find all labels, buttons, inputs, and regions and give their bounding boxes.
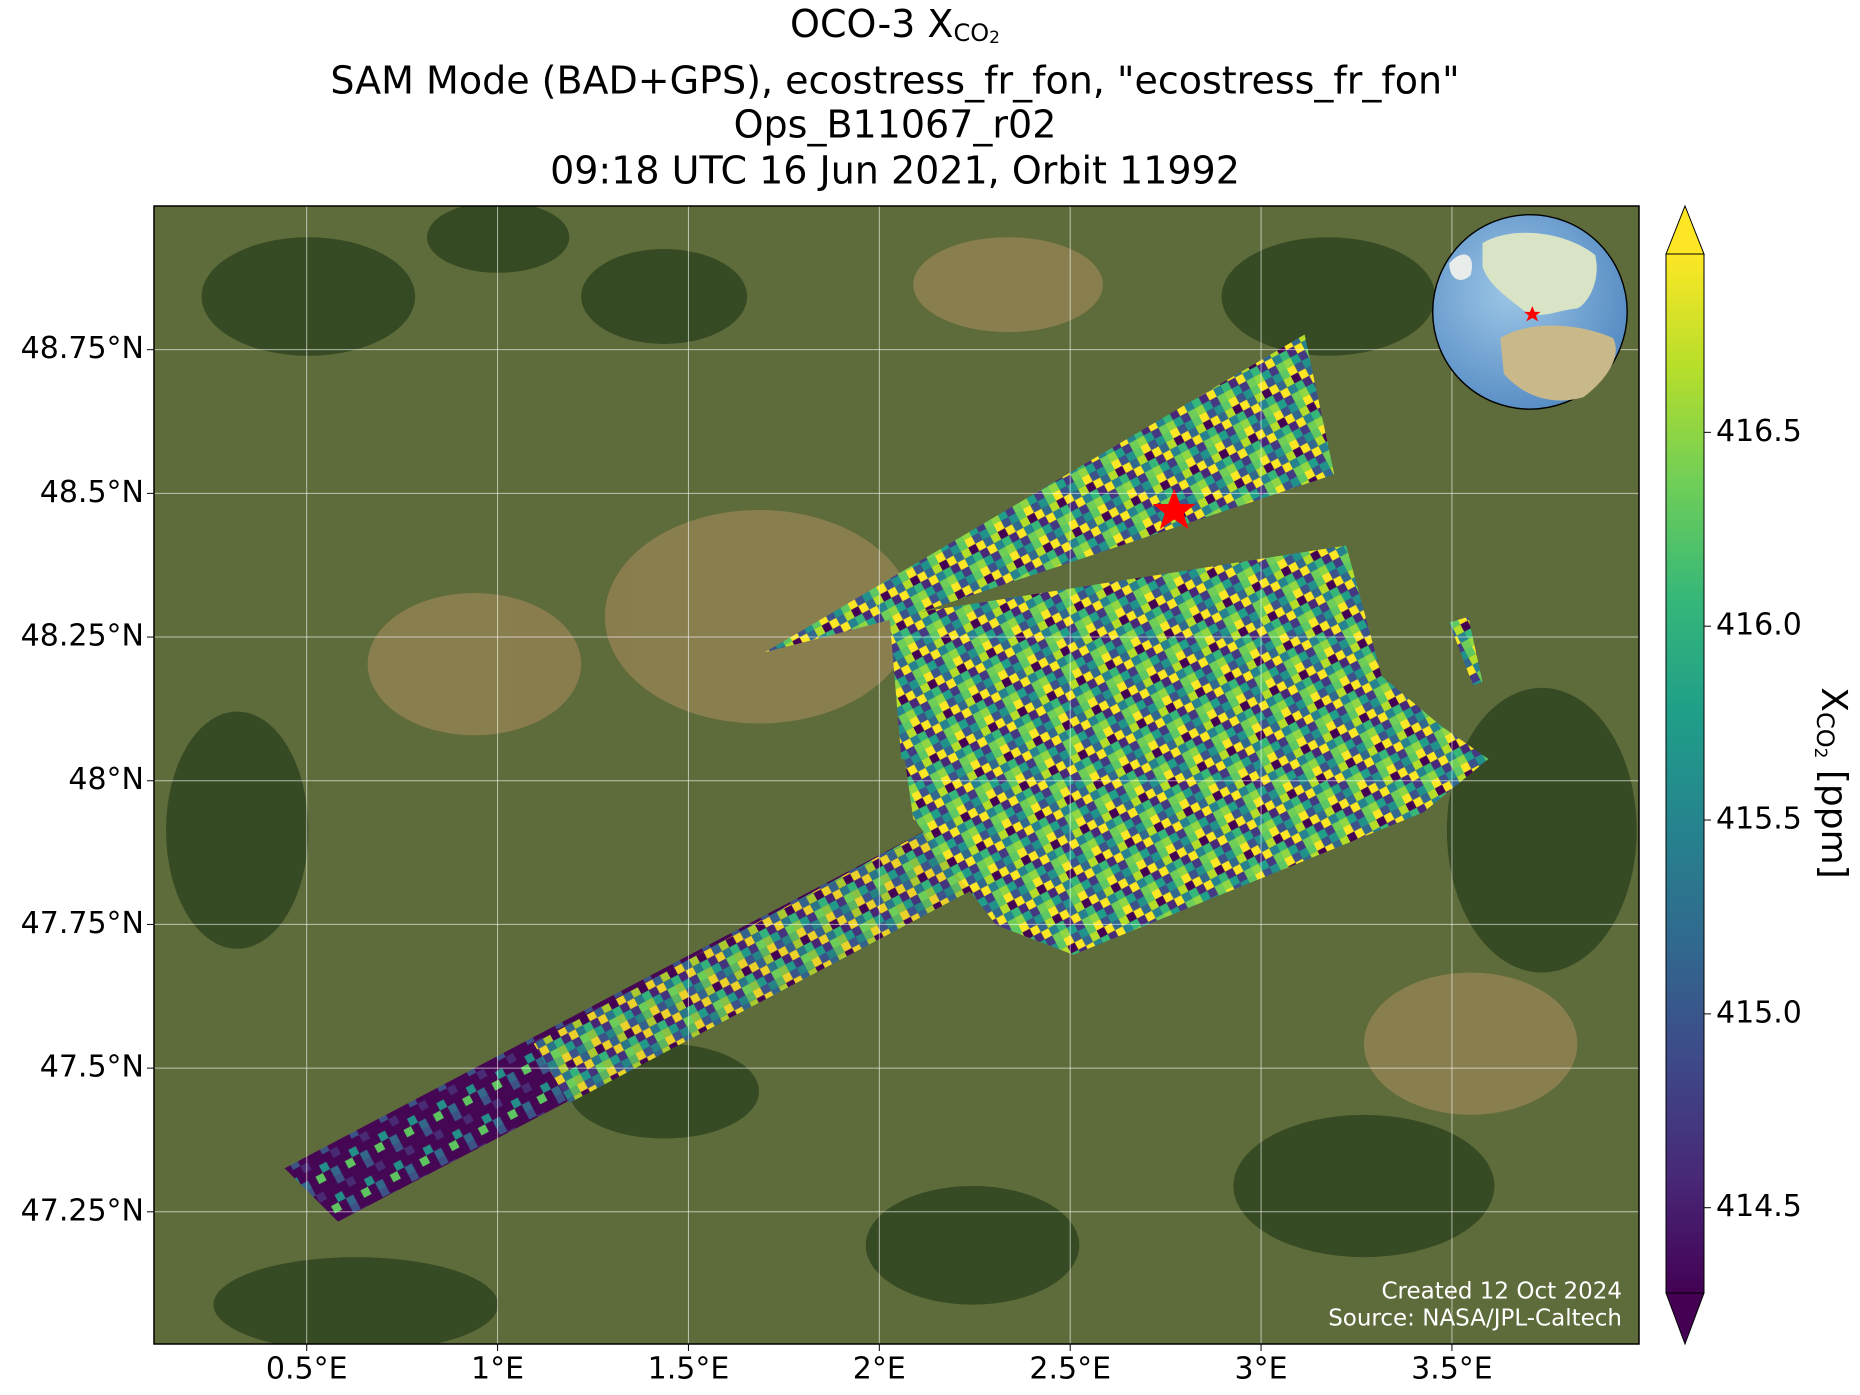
subtitle: SAM Mode (BAD+GPS), ecostress_fr_fon, "e… — [330, 59, 1459, 103]
y-tick-label: 48°N — [68, 762, 144, 797]
y-tick-label: 48.75°N — [21, 331, 144, 366]
subtitle: 09:18 UTC 16 Jun 2021, Orbit 11992 — [550, 149, 1240, 193]
colorbar-label-subscript-digit: 2 — [1810, 748, 1830, 759]
grid — [154, 206, 1639, 1344]
title-text: OCO-3 X — [790, 2, 953, 46]
x-tick-label: 1°E — [471, 1352, 524, 1387]
y-tick-label: 48.25°N — [21, 619, 144, 654]
colorbar-tick-label: 415.5 — [1716, 802, 1802, 837]
colorbar-tick-label: 414.5 — [1716, 1189, 1802, 1224]
site-marker — [1152, 488, 1196, 529]
x-tick-label: 3°E — [1235, 1352, 1288, 1387]
map-frame — [153, 205, 1640, 1345]
colorbar-extend-top — [1665, 204, 1705, 255]
chart-title: OCO-3 XCO2 — [790, 2, 1000, 49]
colorbar-label-text: X — [1813, 687, 1854, 712]
colorbar-extend-bottom — [1665, 1292, 1705, 1346]
y-tick-label: 47.25°N — [21, 1193, 144, 1228]
y-tick-label: 47.75°N — [21, 906, 144, 941]
y-tick-label: 48.5°N — [40, 475, 144, 510]
y-tick-label: 47.5°N — [40, 1050, 144, 1085]
colorbar-tick-label: 415.0 — [1716, 995, 1802, 1030]
colorbar — [1666, 254, 1704, 1293]
title-subscript-digit: 2 — [989, 28, 1000, 48]
colorbar-label: XCO2 [ppm] — [1810, 687, 1854, 878]
title-subscript: CO — [953, 19, 989, 47]
credit: Created 12 Oct 2024 — [1381, 1279, 1622, 1305]
subtitle: Ops_B11067_r02 — [734, 103, 1057, 147]
map-background — [154, 206, 1639, 1344]
colorbar-ticks: 414.5 415.0 415.5 416.0 416.5 — [1704, 414, 1802, 1224]
credit: Source: NASA/JPL-Caltech — [1328, 1306, 1622, 1332]
globe-inset — [1431, 213, 1628, 410]
colorbar-label-subscript: CO — [1811, 712, 1839, 748]
x-tick-label: 2°E — [853, 1352, 906, 1387]
colorbar-label-units: [ppm] — [1813, 758, 1854, 878]
colorbar-frame — [1665, 253, 1705, 1294]
colorbar-tick-label: 416.5 — [1716, 414, 1802, 449]
x-tick-label: 0.5°E — [266, 1352, 348, 1387]
x-tick-label: 1.5°E — [648, 1352, 730, 1387]
colorbar-tick-label: 416.0 — [1716, 608, 1802, 643]
x-tick-label: 2.5°E — [1029, 1352, 1111, 1387]
x-tick-label: 3.5°E — [1411, 1352, 1493, 1387]
